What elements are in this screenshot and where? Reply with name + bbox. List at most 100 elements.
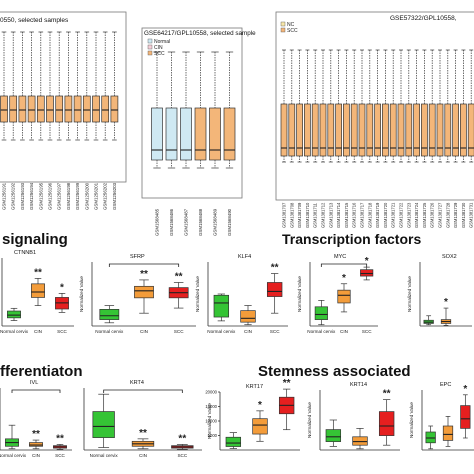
sample-box (444, 103, 452, 157)
sample-box (311, 103, 319, 157)
sample-box (304, 103, 311, 157)
sample-tick-label: GSM1381718 (367, 202, 372, 228)
sample-tick-label: GSM1381721 (391, 202, 396, 228)
sample-tick-label: GSM1381727 (438, 202, 443, 228)
sample-tick-label: GSM1381712 (321, 202, 326, 228)
sample-tick-label: GSM1381726 (430, 202, 435, 228)
box-normal (213, 294, 230, 318)
sample-tick-label: GSM1256196 (48, 182, 53, 210)
x-tick-label: SCC (57, 329, 67, 334)
legend-label: CIN (154, 45, 163, 51)
sample-tick-label: GSM1381724 (414, 202, 419, 228)
significance-bracket (108, 263, 180, 267)
sample-tick-label: GSM1256193 (20, 182, 25, 210)
legend-swatch-cin (147, 44, 153, 50)
sample-tick-label: GSM1381719 (375, 202, 380, 228)
significance-bracket (103, 389, 183, 393)
sample-box (73, 95, 82, 123)
box-cin (442, 425, 454, 441)
sample-tick-label: GSM1256203 (112, 182, 117, 210)
sample-box (36, 95, 45, 123)
x-tick-label: SCC (174, 329, 184, 334)
x-tick-label: CIN (140, 329, 148, 334)
legend-swatch-scc (147, 50, 153, 56)
box-cin (31, 283, 45, 298)
sample-tick-label: GSM1381723 (406, 202, 411, 228)
x-tick-label: CIN (244, 329, 252, 334)
box-cin (134, 285, 154, 299)
significance-marker: * (444, 297, 448, 308)
sample-tick-label: GSM1256192 (11, 182, 16, 210)
sample-tick-label: GSM1381710 (305, 202, 310, 228)
sample-tick-label: GSM1381716 (352, 202, 357, 228)
x-tick-label: Normal cervix (90, 453, 119, 458)
sample-box (27, 95, 36, 123)
sample-box (55, 95, 64, 123)
x-tick-label: CIN (139, 453, 147, 458)
sample-tick-label: GSM1256191 (2, 182, 7, 210)
sample-box (0, 95, 8, 123)
sample-tick-label: GSM1381717 (360, 202, 365, 228)
sample-tick-label: GSM1256197 (57, 182, 62, 210)
panel-frame (0, 11, 127, 183)
significance-marker: * (342, 273, 346, 284)
sample-box (101, 95, 110, 123)
significance-marker: * (365, 256, 369, 267)
gene-panel-title: CTNNB1 (14, 250, 36, 256)
sample-tick-label: GSM1256202 (103, 182, 108, 210)
sample-tick-label: GSM1568489 (213, 208, 218, 236)
box-normal (325, 429, 342, 442)
sample-box (428, 103, 436, 157)
panel-frame (275, 11, 474, 201)
sample-box (358, 103, 366, 157)
sample-box (46, 95, 54, 123)
sample-tick-label: GSM1381707 (282, 202, 287, 228)
y-tick-label: 10000 (205, 419, 217, 424)
gene-panel-klf4: KLF4 Normalized Value Normal cervix CIN ** SC… (195, 254, 288, 334)
x-tick-label: CIN (34, 329, 42, 334)
x-tick-label: SCC (270, 329, 280, 334)
sample-box (288, 103, 296, 157)
sample-tick-label: GSM1381714 (336, 202, 341, 228)
box-scc (360, 269, 374, 277)
legend-swatch-nc (280, 21, 286, 27)
sample-tick-label: GSM1381725 (422, 202, 427, 228)
y-axis-label: Normalized Value (307, 402, 312, 438)
sample-box (180, 107, 192, 161)
sample-tick-label: GSM1381731 (469, 202, 474, 228)
sample-tick-label: GSM1381728 (445, 202, 450, 228)
panel-title: GSE64217/GPL10558, selected sample (144, 30, 256, 37)
sample-tick-label: GSM1568487 (184, 208, 189, 236)
significance-marker: ** (383, 389, 391, 400)
sample-box (374, 103, 381, 157)
x-tick-label: Normal cervix (0, 453, 27, 458)
y-tick-label: 5000 (208, 433, 218, 438)
significance-marker: * (60, 282, 64, 293)
sample-box (421, 103, 428, 157)
significance-marker: ** (175, 271, 183, 282)
sample-box (92, 95, 100, 123)
sample-tick-label: GSM1256201 (94, 182, 99, 210)
significance-marker: ** (34, 267, 42, 278)
sample-box (382, 103, 389, 157)
sample-box (350, 103, 358, 157)
x-tick-label: SCC (55, 453, 65, 458)
x-tick-label: CIN (340, 329, 348, 334)
legend-label: NC (287, 22, 295, 28)
sample-box (366, 103, 374, 157)
sample-normalization-panel-1: 0550, selected samples GSM1256191 GSM1256… (0, 11, 127, 210)
significance-bracket (11, 389, 61, 393)
box-scc (266, 282, 283, 297)
y-tick-label: 15000 (205, 404, 217, 409)
box-cin (352, 436, 368, 446)
significance-marker: ** (271, 263, 279, 274)
x-tick-label: Normal cervix (95, 329, 124, 334)
section-title-transcription-factors: Transcription factors (282, 231, 421, 247)
gene-panel-title: KRT17 (246, 384, 263, 390)
box-scc (460, 405, 471, 429)
sample-normalization-panel-2: GSE64217/GPL10558, selected sample Norma… (141, 27, 256, 236)
box-cin (29, 442, 43, 447)
sample-box (405, 103, 413, 157)
